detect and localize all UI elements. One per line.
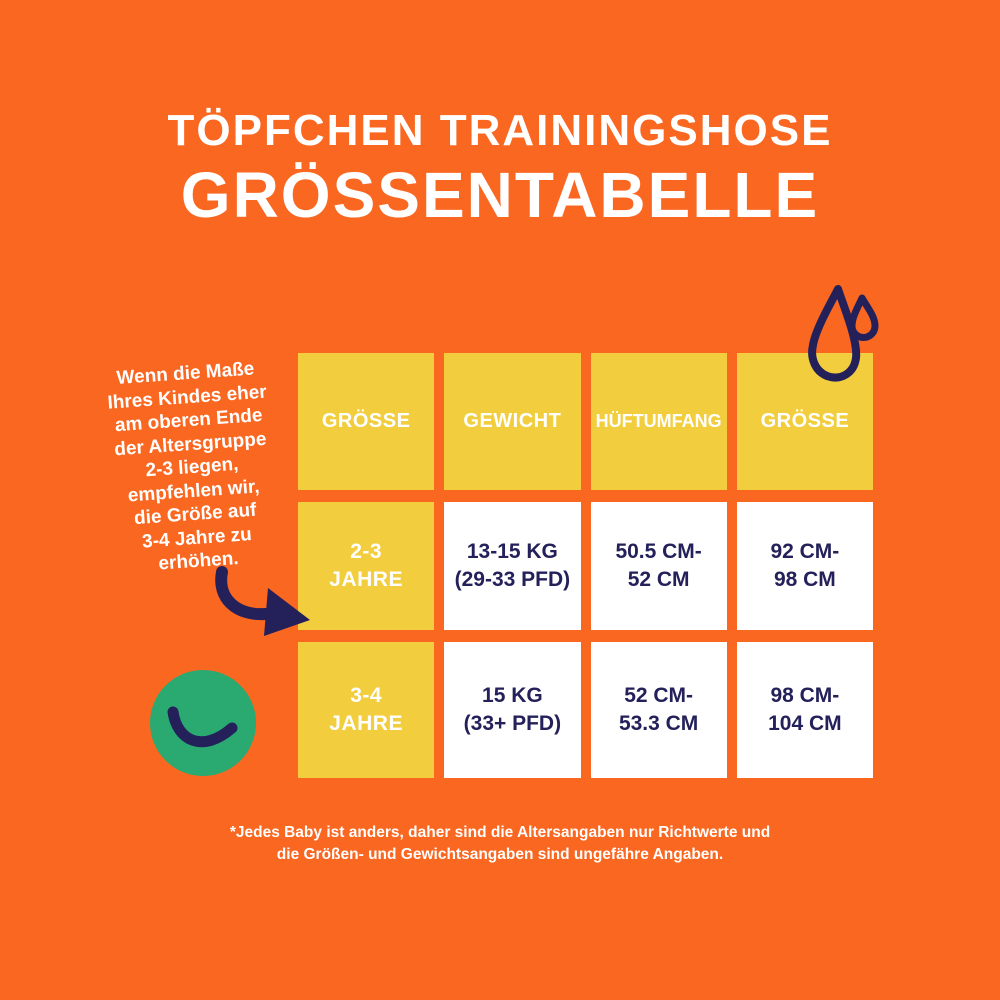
title-line-2: GRÖSSENTABELLE [180,159,820,232]
row2-groesse: 98 CM- 104 CM [736,642,873,778]
row1-size-label: 2-3 JAHRE [298,502,435,630]
row2-size-label: 3-4 JAHRE [298,642,435,778]
title-line-1: TÖPFCHEN TRAININGSHOSE [167,106,833,155]
water-drops-icon [808,285,879,382]
page-title: TÖPFCHEN TRAININGSHOSE GRÖSSENTABELLE [0,106,1000,232]
row2-gewicht: 15 KG (33+ PFD) [444,642,581,778]
header-hueftumfang: HÜFTUMFANG [590,353,727,490]
row2-hueftumfang: 52 CM- 53.3 CM [590,642,727,778]
size-table: GRÖSSE GEWICHT HÜFTUMFANG GRÖSSE 2-3 JAH… [298,353,873,778]
row1-groesse: 92 CM- 98 CM [736,502,873,630]
row1-hueftumfang: 50.5 CM- 52 CM [590,502,727,630]
side-note: Wenn die Maße Ihres Kindes eher am obere… [106,358,268,575]
header-groesse-alter: GRÖSSE [298,353,435,490]
smiley-icon [150,670,256,776]
header-gewicht: GEWICHT [444,353,581,490]
curved-arrow-icon [215,566,310,636]
footnote: *Jedes Baby ist anders, daher sind die A… [229,824,771,863]
row1-gewicht: 13-15 KG (29-33 PFD) [444,502,581,630]
